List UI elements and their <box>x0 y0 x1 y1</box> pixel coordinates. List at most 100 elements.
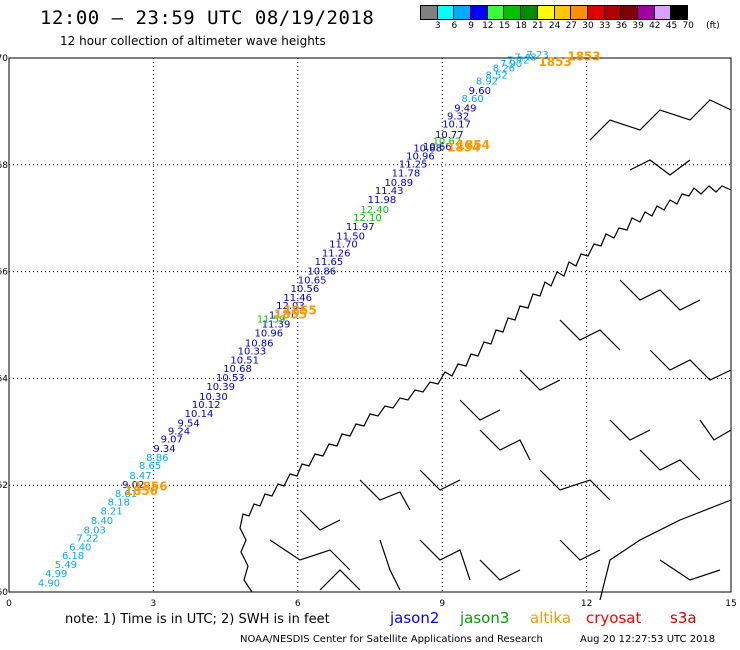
color-scale-label: 45 <box>665 21 678 31</box>
wave-height-value: 7.23 <box>526 50 548 61</box>
coastline <box>659 559 721 581</box>
pass-time-label: 1853 <box>538 55 571 69</box>
map-frame <box>8 57 732 593</box>
wave-height-value: 9.54 <box>177 418 199 429</box>
wave-height-value: 11.25 <box>399 159 428 170</box>
wave-height-value: 4.90 <box>38 579 60 590</box>
wave-height-value: 10.14 <box>185 409 214 420</box>
wave-height-value: 12.03 <box>276 301 305 312</box>
wave-height-value: 10.30 <box>199 392 228 403</box>
color-scale-label: (ft) <box>706 21 720 31</box>
coastline <box>479 559 521 581</box>
wave-height-value: 7.48 <box>514 53 536 64</box>
wave-height-value: 10.33 <box>238 346 267 357</box>
coastline <box>359 479 411 511</box>
wave-height-value: 12.40 <box>360 205 389 216</box>
footnote: note: 1) Time is in UTC; 2) SWH is in fe… <box>65 612 330 627</box>
coastline <box>639 449 701 481</box>
color-scale-legend <box>420 5 688 20</box>
wave-height-value: 4.99 <box>45 569 67 580</box>
wave-height-value: 11.78 <box>392 169 421 180</box>
wave-height-value: 10.53 <box>216 373 245 384</box>
wave-height-value: 9.34 <box>153 444 175 455</box>
wave-height-value: 11.70 <box>329 240 358 251</box>
wave-height-value: 10.96 <box>254 329 283 340</box>
wave-height-value: 11.97 <box>346 222 375 233</box>
coastline <box>589 99 732 141</box>
wave-height-value: 8.40 <box>91 516 113 527</box>
color-scale-labels: 3 6 9 12 15 18 21 24 27 30 33 36 39 42 45 70 (ft) <box>421 21 740 33</box>
wave-height-value: 7.90 <box>500 59 522 70</box>
coastline <box>419 469 461 491</box>
coastline <box>519 369 561 391</box>
color-scale-label: 39 <box>632 21 644 31</box>
wave-height-value: 11.98 <box>368 195 397 206</box>
coastline <box>479 429 531 461</box>
color-scale-label: 21 <box>532 21 544 31</box>
y-tick-label: 68 <box>0 161 8 171</box>
coastline <box>629 159 691 176</box>
wave-height-value: 10.51 <box>230 355 259 366</box>
y-tick-label: 60 <box>0 588 8 598</box>
pass-time-label: 1854 <box>457 138 490 152</box>
color-scale-cell <box>670 5 688 20</box>
wave-height-value: 9.32 <box>447 111 469 122</box>
color-scale-label: 9 <box>468 21 474 31</box>
color-scale-label: 42 <box>649 21 661 31</box>
wave-height-value: 10.96 <box>406 151 435 162</box>
color-scale-label: 3 <box>434 21 441 31</box>
wave-height-value: 8.52 <box>486 70 508 81</box>
wave-height-value: 11.26 <box>322 249 351 260</box>
wave-height-value: 8.21 <box>100 507 122 518</box>
wave-height-value: 8.92 <box>476 77 498 88</box>
wave-height-value: 11.46 <box>283 293 312 304</box>
wave-height-value: 11.43 <box>375 186 404 197</box>
wave-height-value: 11.39 <box>262 320 291 331</box>
wave-height-value: 10.65 <box>298 275 327 286</box>
wave-height-value: 7.22 <box>76 533 98 544</box>
pass-time-label: 1854 <box>447 140 480 154</box>
satellite-legend-altika: altika <box>530 609 572 627</box>
color-scale-label: 6 <box>451 21 458 31</box>
color-scale-label: 24 <box>548 21 561 31</box>
color-scale-label: 33 <box>598 21 611 31</box>
wave-height-value: 8.47 <box>129 471 151 482</box>
color-scale-label: 27 <box>565 21 578 31</box>
coastline <box>619 279 701 311</box>
wave-height-value: 9.02 <box>122 480 144 491</box>
wave-height-value: 10.39 <box>206 382 235 393</box>
pass-time-label: 1855 <box>283 303 316 317</box>
wave-height-value: 9.49 <box>454 103 476 114</box>
coastline <box>559 539 601 561</box>
wave-height-value: 6.40 <box>69 542 91 553</box>
x-tick-label: 9 <box>439 599 445 609</box>
wave-height-value: 11.70 <box>269 311 298 322</box>
wave-height-value: 11.65 <box>315 257 344 268</box>
wave-height-value: 11.59 <box>257 314 286 325</box>
generated-timestamp: Aug 20 12:27:53 UTC 2018 <box>580 634 716 645</box>
coastline <box>459 399 501 421</box>
wave-height-value: 8.86 <box>146 453 168 464</box>
color-scale-label: 15 <box>498 21 511 31</box>
wave-height-value: 8.03 <box>84 525 106 536</box>
coastline <box>239 185 732 593</box>
coastline <box>269 539 351 571</box>
x-tick-label: 3 <box>151 599 157 609</box>
wave-height-value: 10.56 <box>291 284 320 295</box>
y-tick-label: 62 <box>0 481 8 491</box>
wave-height-value: 10.12 <box>192 400 221 411</box>
wave-height-value: 8.18 <box>108 497 130 508</box>
color-scale-label: 12 <box>482 21 494 31</box>
wave-height-value: 5.49 <box>55 560 77 571</box>
coastline <box>609 419 651 441</box>
wave-height-value: 10.68 <box>223 364 252 375</box>
wave-height-value: 10.88 <box>413 143 442 154</box>
color-scale-label: 30 <box>582 21 594 31</box>
wave-height-value: 10.86 <box>307 266 336 277</box>
y-tick-label: 70 <box>0 54 8 64</box>
color-scale-label: 70 <box>682 21 694 31</box>
x-tick-label: 0 <box>6 599 12 609</box>
credit-line: NOAA/NESDIS Center for Satellite Applica… <box>240 634 543 645</box>
x-tick-label: 15 <box>725 599 736 609</box>
